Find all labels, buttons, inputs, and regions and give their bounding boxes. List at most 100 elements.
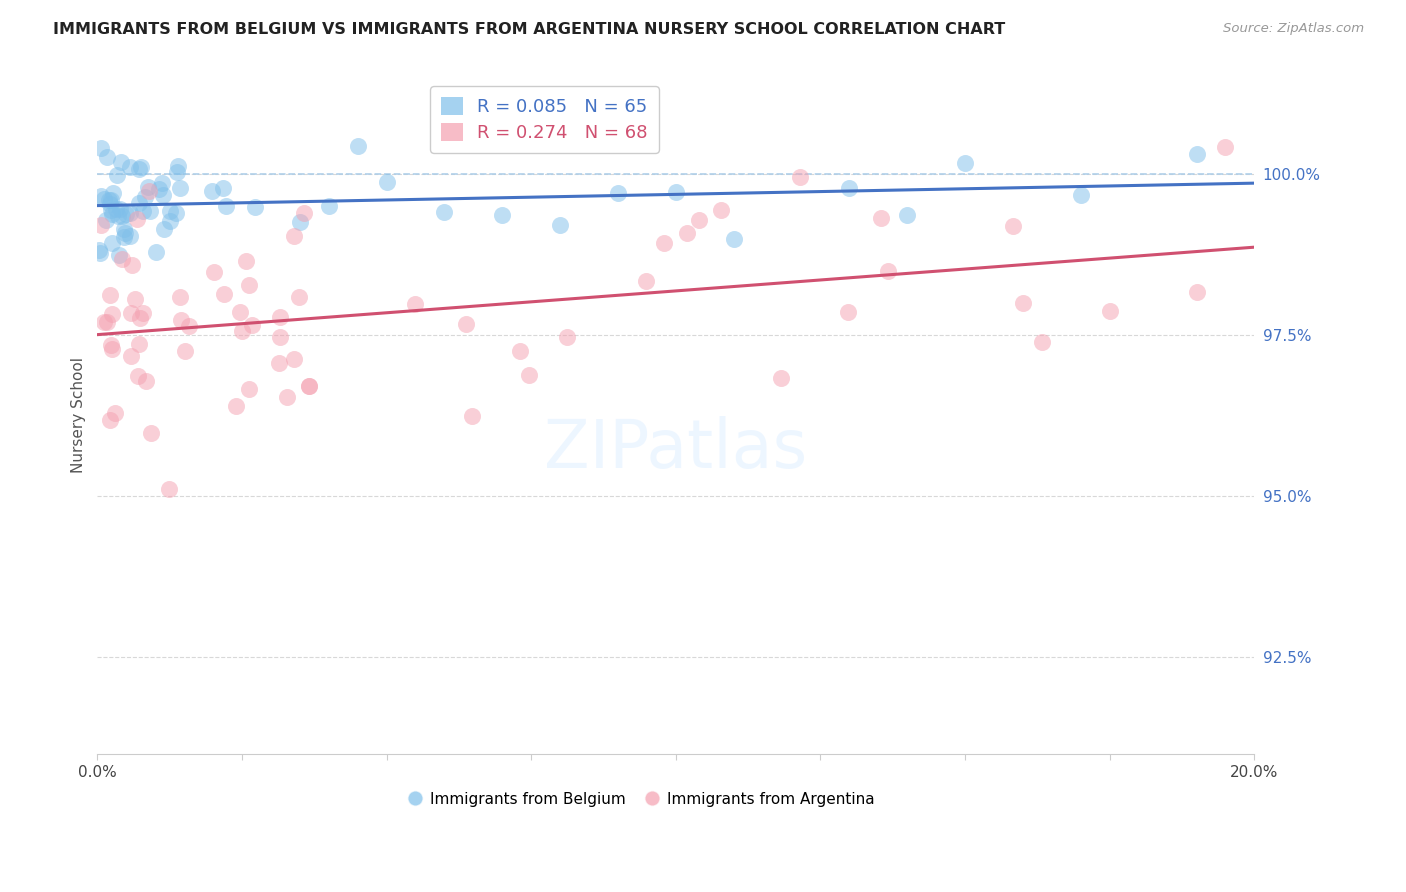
- Point: [548, 218, 571, 232]
- Point: [235, 253, 257, 268]
- Point: [128, 161, 150, 176]
- Point: [214, 287, 236, 301]
- Point: [710, 202, 733, 217]
- Point: [136, 180, 159, 194]
- Point: [128, 337, 150, 351]
- Point: [215, 198, 238, 212]
- Point: [98, 196, 121, 211]
- Y-axis label: Nursery School: Nursery School: [72, 358, 86, 474]
- Point: [101, 342, 124, 356]
- Point: [953, 156, 976, 170]
- Point: [877, 264, 900, 278]
- Point: [433, 205, 456, 219]
- Point: [131, 306, 153, 320]
- Point: [132, 204, 155, 219]
- Point: [157, 482, 180, 496]
- Point: [404, 297, 426, 311]
- Point: [238, 278, 260, 293]
- Point: [461, 409, 484, 424]
- Point: [225, 399, 247, 413]
- Point: [100, 413, 122, 427]
- Point: [110, 155, 132, 169]
- Point: [148, 182, 170, 196]
- Point: [1070, 187, 1092, 202]
- Point: [150, 176, 173, 190]
- Point: [152, 188, 174, 202]
- Point: [114, 207, 136, 221]
- Point: [111, 252, 134, 267]
- Point: [491, 208, 513, 222]
- Point: [105, 169, 128, 183]
- Point: [318, 199, 340, 213]
- Point: [288, 290, 311, 304]
- Text: ZIPatlas: ZIPatlas: [544, 417, 807, 483]
- Point: [124, 293, 146, 307]
- Point: [276, 390, 298, 404]
- Point: [101, 235, 124, 250]
- Point: [100, 338, 122, 352]
- Point: [634, 274, 657, 288]
- Point: [228, 305, 250, 319]
- Point: [98, 193, 121, 207]
- Text: IMMIGRANTS FROM BELGIUM VS IMMIGRANTS FROM ARGENTINA NURSERY SCHOOL CORRELATION : IMMIGRANTS FROM BELGIUM VS IMMIGRANTS FR…: [53, 22, 1005, 37]
- Point: [555, 330, 578, 344]
- Point: [120, 349, 142, 363]
- Point: [101, 308, 124, 322]
- Point: [120, 306, 142, 320]
- Point: [108, 202, 131, 216]
- Text: Source: ZipAtlas.com: Source: ZipAtlas.com: [1223, 22, 1364, 36]
- Point: [93, 315, 115, 329]
- Point: [159, 203, 181, 218]
- Point: [139, 426, 162, 441]
- Point: [607, 186, 630, 200]
- Point: [375, 175, 398, 189]
- Point: [129, 311, 152, 326]
- Point: [89, 243, 111, 257]
- Point: [896, 208, 918, 222]
- Point: [169, 290, 191, 304]
- Point: [1185, 285, 1208, 300]
- Point: [298, 379, 321, 393]
- Point: [509, 344, 531, 359]
- Point: [134, 190, 156, 204]
- Point: [112, 222, 135, 236]
- Point: [838, 181, 860, 195]
- Point: [118, 229, 141, 244]
- Point: [1012, 296, 1035, 310]
- Point: [128, 196, 150, 211]
- Point: [283, 229, 305, 244]
- Point: [139, 203, 162, 218]
- Point: [89, 245, 111, 260]
- Point: [283, 351, 305, 366]
- Point: [103, 186, 125, 201]
- Point: [107, 209, 129, 223]
- Point: [98, 288, 121, 302]
- Point: [159, 214, 181, 228]
- Point: [96, 315, 118, 329]
- Point: [104, 407, 127, 421]
- Point: [100, 202, 122, 217]
- Point: [1098, 304, 1121, 318]
- Point: [231, 324, 253, 338]
- Point: [96, 150, 118, 164]
- Point: [346, 139, 368, 153]
- Point: [1031, 334, 1053, 349]
- Point: [517, 368, 540, 383]
- Point: [90, 218, 112, 232]
- Point: [1185, 146, 1208, 161]
- Point: [114, 226, 136, 240]
- Point: [111, 209, 134, 223]
- Point: [138, 184, 160, 198]
- Point: [292, 206, 315, 220]
- Point: [100, 193, 122, 207]
- Point: [107, 248, 129, 262]
- Point: [93, 192, 115, 206]
- Point: [169, 181, 191, 195]
- Point: [789, 169, 811, 184]
- Point: [101, 207, 124, 221]
- Point: [676, 226, 699, 240]
- Point: [870, 211, 893, 226]
- Point: [269, 330, 291, 344]
- Point: [454, 318, 477, 332]
- Point: [298, 378, 321, 392]
